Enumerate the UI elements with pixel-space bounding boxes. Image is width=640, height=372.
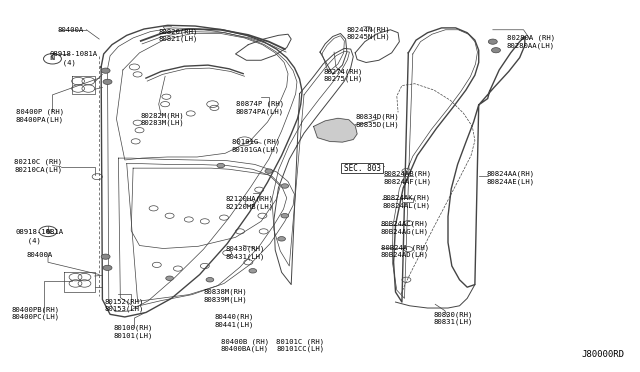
Text: N: N — [45, 229, 51, 234]
Circle shape — [166, 276, 173, 280]
Circle shape — [101, 254, 110, 259]
FancyBboxPatch shape — [341, 163, 383, 173]
Text: 80101G (RH): 80101G (RH) — [232, 139, 280, 145]
Text: 82120HA(RH): 82120HA(RH) — [225, 196, 273, 202]
Circle shape — [103, 79, 112, 84]
Text: 80B24AC(RH): 80B24AC(RH) — [381, 221, 429, 227]
Circle shape — [249, 269, 257, 273]
Text: 80400A: 80400A — [58, 27, 84, 33]
Text: 80400PC(LH): 80400PC(LH) — [12, 314, 60, 320]
Text: 80824AF(LH): 80824AF(LH) — [384, 178, 432, 185]
Circle shape — [206, 278, 214, 282]
Text: 80830(RH): 80830(RH) — [434, 311, 474, 318]
Text: 80101C (RH): 80101C (RH) — [276, 338, 324, 345]
Text: 80400B (RH): 80400B (RH) — [221, 338, 269, 345]
Text: 80283M(LH): 80283M(LH) — [141, 119, 184, 126]
Text: 80B24AD(LH): 80B24AD(LH) — [381, 251, 429, 258]
Circle shape — [281, 214, 289, 218]
Text: 80245N(LH): 80245N(LH) — [347, 34, 390, 41]
Text: (4): (4) — [19, 238, 41, 244]
Circle shape — [492, 48, 500, 53]
Text: 08918-1081A: 08918-1081A — [50, 51, 98, 57]
Text: 80152(RH): 80152(RH) — [104, 298, 144, 305]
Text: 80B24AG(LH): 80B24AG(LH) — [381, 228, 429, 235]
Text: SEC. 803: SEC. 803 — [344, 164, 381, 173]
Text: 80153(LH): 80153(LH) — [104, 305, 144, 312]
Circle shape — [265, 169, 273, 173]
Text: 80244N(RH): 80244N(RH) — [347, 26, 390, 33]
Text: 80101(LH): 80101(LH) — [114, 332, 154, 339]
Text: 80430(RH): 80430(RH) — [225, 246, 265, 253]
Circle shape — [217, 163, 225, 168]
Text: 80874PA(LH): 80874PA(LH) — [236, 108, 284, 115]
Text: 80210C (RH): 80210C (RH) — [14, 158, 62, 165]
Text: 80824AB(RH): 80824AB(RH) — [384, 171, 432, 177]
Text: J80000RD: J80000RD — [581, 350, 624, 359]
Text: 80210CA(LH): 80210CA(LH) — [14, 167, 62, 173]
Text: 08918-1081A: 08918-1081A — [16, 230, 64, 235]
Text: 80400PA(LH): 80400PA(LH) — [16, 116, 64, 123]
Text: 80400BA(LH): 80400BA(LH) — [221, 346, 269, 352]
Text: 80824AL(LH): 80824AL(LH) — [382, 202, 430, 209]
Text: 80441(LH): 80441(LH) — [214, 321, 254, 328]
Text: 80824AK(RH): 80824AK(RH) — [382, 195, 430, 201]
Circle shape — [103, 265, 112, 270]
Text: 80100(RH): 80100(RH) — [114, 325, 154, 331]
Text: 80275(LH): 80275(LH) — [323, 76, 363, 82]
Text: 80274(RH): 80274(RH) — [323, 68, 363, 75]
Circle shape — [281, 184, 289, 188]
Circle shape — [278, 237, 285, 241]
Text: 80834D(RH): 80834D(RH) — [355, 114, 399, 121]
Text: 80824AA(RH): 80824AA(RH) — [486, 171, 534, 177]
Text: 80824AE(LH): 80824AE(LH) — [486, 178, 534, 185]
Text: (4): (4) — [54, 60, 76, 67]
Text: 80821(LH): 80821(LH) — [159, 36, 198, 42]
Text: 80839M(LH): 80839M(LH) — [204, 296, 247, 303]
Text: 80831(LH): 80831(LH) — [434, 318, 474, 325]
Text: 80400A: 80400A — [27, 252, 53, 258]
Text: 80835D(LH): 80835D(LH) — [355, 121, 399, 128]
Text: 80874P (RH): 80874P (RH) — [236, 101, 284, 108]
Text: 80440(RH): 80440(RH) — [214, 314, 254, 320]
Polygon shape — [314, 118, 357, 142]
Text: 80820(RH): 80820(RH) — [159, 28, 198, 35]
Circle shape — [101, 68, 110, 73]
Text: 80400P (RH): 80400P (RH) — [16, 108, 64, 115]
Text: N: N — [50, 56, 55, 61]
Text: 80101CC(LH): 80101CC(LH) — [276, 346, 324, 352]
Circle shape — [488, 39, 497, 44]
Text: 80282M(RH): 80282M(RH) — [141, 112, 184, 119]
Text: 80431(LH): 80431(LH) — [225, 253, 265, 260]
Text: 80B24A (RH): 80B24A (RH) — [381, 244, 429, 251]
Text: 80280A (RH): 80280A (RH) — [507, 35, 555, 41]
Bar — [402, 198, 413, 202]
Text: 80838M(RH): 80838M(RH) — [204, 289, 247, 295]
Text: 80101GA(LH): 80101GA(LH) — [232, 146, 280, 153]
Text: 80280AA(LH): 80280AA(LH) — [507, 42, 555, 49]
Text: 80400PB(RH): 80400PB(RH) — [12, 306, 60, 313]
Text: 82120HB(LH): 82120HB(LH) — [225, 203, 273, 210]
